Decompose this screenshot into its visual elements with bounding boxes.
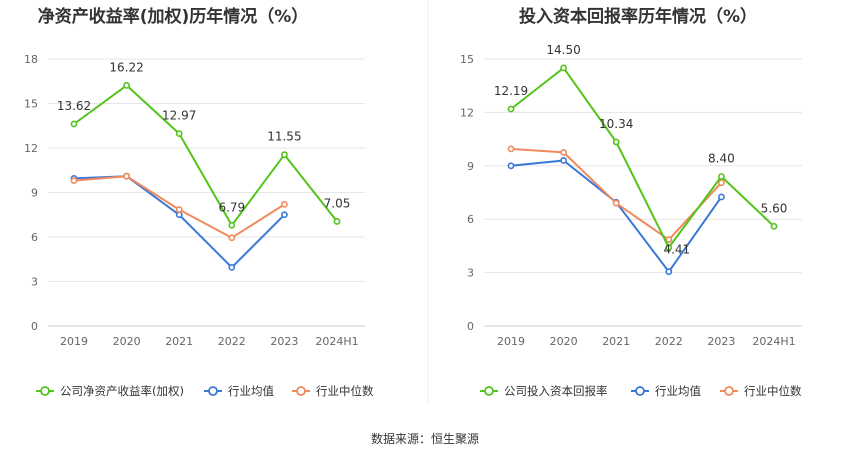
- data-point: [280, 211, 288, 219]
- legend-label[interactable]: 行业中位数: [316, 384, 374, 398]
- x-tick-label: 2022: [218, 335, 246, 348]
- data-label: 12.97: [162, 109, 196, 123]
- legend-label[interactable]: 公司投入资本回报率: [504, 384, 608, 398]
- data-label: 13.62: [57, 99, 91, 113]
- data-point: [175, 206, 183, 213]
- x-tick-label: 2023: [270, 335, 298, 348]
- data-label: 14.50: [546, 43, 580, 57]
- legend-label[interactable]: 行业均值: [228, 384, 274, 398]
- x-tick-label: 2019: [497, 335, 525, 348]
- legend-marker[interactable]: [296, 386, 306, 396]
- data-point: [718, 173, 725, 180]
- legend-marker[interactable]: [724, 386, 734, 396]
- legend-label[interactable]: 公司净资产收益率(加权): [60, 384, 184, 398]
- y-tick-label: 18: [24, 53, 38, 66]
- data-point: [560, 149, 567, 156]
- x-tick-label: 2023: [707, 335, 735, 348]
- data-label: 6.79: [218, 200, 245, 214]
- chart-title: 投入资本回报率历年情况（%）: [519, 6, 757, 27]
- data-point: [665, 236, 673, 244]
- data-point: [123, 172, 130, 180]
- series-line: [510, 66, 775, 249]
- legend-label[interactable]: 行业中位数: [744, 384, 802, 398]
- data-label: 4.41: [663, 243, 690, 257]
- x-tick-label: 2020: [113, 335, 141, 348]
- legend-marker[interactable]: [40, 386, 50, 396]
- data-point: [560, 64, 567, 72]
- y-tick-label: 12: [24, 142, 38, 155]
- legend-marker[interactable]: [484, 386, 494, 396]
- data-label: 5.60: [761, 201, 788, 215]
- legend-marker[interactable]: [635, 386, 645, 396]
- y-tick-label: 3: [31, 276, 38, 289]
- data-point: [612, 199, 620, 207]
- data-point: [612, 138, 620, 146]
- data-label: 16.22: [109, 60, 143, 74]
- data-point: [123, 82, 130, 89]
- data-point: [507, 162, 515, 170]
- x-tick-label: 2022: [655, 335, 683, 348]
- data-label: 12.19: [494, 84, 528, 98]
- data-label: 8.40: [708, 151, 735, 165]
- legend-label[interactable]: 行业均值: [655, 384, 701, 398]
- y-tick-label: 6: [31, 231, 38, 244]
- y-tick-label: 12: [460, 106, 474, 119]
- x-tick-label: 2024H1: [315, 335, 358, 348]
- data-source-footer: 数据来源：恒生聚源: [371, 431, 479, 446]
- data-point: [560, 157, 567, 164]
- x-tick-label: 2020: [550, 335, 578, 348]
- data-label: 10.34: [599, 117, 633, 131]
- x-tick-label: 2021: [165, 335, 193, 348]
- data-label: 7.05: [324, 196, 351, 210]
- data-point: [665, 244, 673, 251]
- y-tick-label: 9: [31, 187, 38, 200]
- data-point: [770, 222, 778, 230]
- data-point: [718, 179, 725, 187]
- chart-title: 净资产收益率(加权)历年情况（%）: [38, 6, 309, 27]
- x-tick-label: 2024H1: [752, 335, 795, 348]
- series-line: [73, 175, 286, 269]
- data-point: [70, 120, 78, 128]
- y-tick-label: 15: [24, 98, 38, 111]
- data-point: [507, 105, 515, 113]
- data-point: [665, 268, 673, 276]
- data-point: [280, 200, 288, 208]
- data-point: [228, 221, 236, 229]
- y-tick-label: 3: [467, 267, 474, 280]
- y-tick-label: 0: [467, 320, 474, 333]
- y-tick-label: 6: [467, 213, 474, 226]
- series-line: [73, 84, 338, 227]
- data-point: [507, 145, 515, 153]
- data-point: [70, 177, 78, 185]
- x-tick-label: 2019: [60, 335, 88, 348]
- x-tick-label: 2021: [602, 335, 630, 348]
- data-point: [280, 151, 288, 159]
- data-point: [228, 264, 236, 271]
- legend-marker[interactable]: [208, 386, 218, 396]
- data-point: [333, 218, 341, 225]
- data-point: [175, 130, 183, 138]
- y-tick-label: 0: [31, 320, 38, 333]
- y-tick-label: 9: [467, 160, 474, 173]
- data-point: [718, 193, 725, 201]
- data-point: [228, 234, 236, 242]
- y-tick-label: 15: [460, 53, 474, 66]
- data-label: 11.55: [267, 130, 301, 144]
